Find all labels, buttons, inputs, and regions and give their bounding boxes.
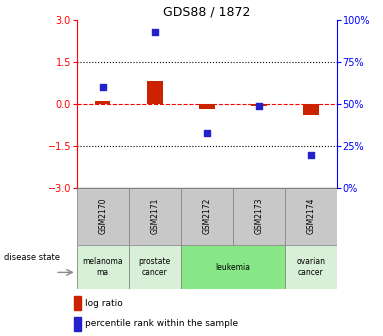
Text: leukemia: leukemia [215, 263, 250, 271]
Bar [251, 104, 267, 106]
Bar [74, 296, 81, 310]
Point [204, 130, 210, 135]
Bar [129, 188, 181, 245]
Bar [199, 104, 214, 109]
Bar [147, 81, 162, 104]
Text: GSM2174: GSM2174 [306, 197, 316, 234]
Text: ovarian
cancer: ovarian cancer [296, 257, 326, 277]
Point [256, 103, 262, 109]
Point [100, 85, 106, 90]
Bar [77, 188, 129, 245]
Bar [285, 245, 337, 289]
Bar [303, 104, 319, 115]
Bar [233, 188, 285, 245]
Text: GSM2173: GSM2173 [254, 197, 264, 234]
Bar [285, 188, 337, 245]
Bar [129, 245, 181, 289]
Bar [95, 101, 110, 104]
Text: log ratio: log ratio [85, 299, 123, 308]
Bar [181, 245, 285, 289]
Text: GSM2172: GSM2172 [202, 197, 211, 234]
Point [152, 29, 158, 35]
Text: percentile rank within the sample: percentile rank within the sample [85, 319, 238, 328]
Text: GSM2170: GSM2170 [98, 197, 107, 234]
Bar [181, 188, 233, 245]
Point [308, 152, 314, 157]
Bar [77, 245, 129, 289]
Text: melanoma
ma: melanoma ma [82, 257, 123, 277]
Text: GSM2171: GSM2171 [150, 197, 159, 234]
Text: disease state: disease state [4, 253, 60, 261]
Bar [74, 317, 81, 331]
Text: prostate
cancer: prostate cancer [139, 257, 171, 277]
Title: GDS88 / 1872: GDS88 / 1872 [163, 6, 250, 19]
